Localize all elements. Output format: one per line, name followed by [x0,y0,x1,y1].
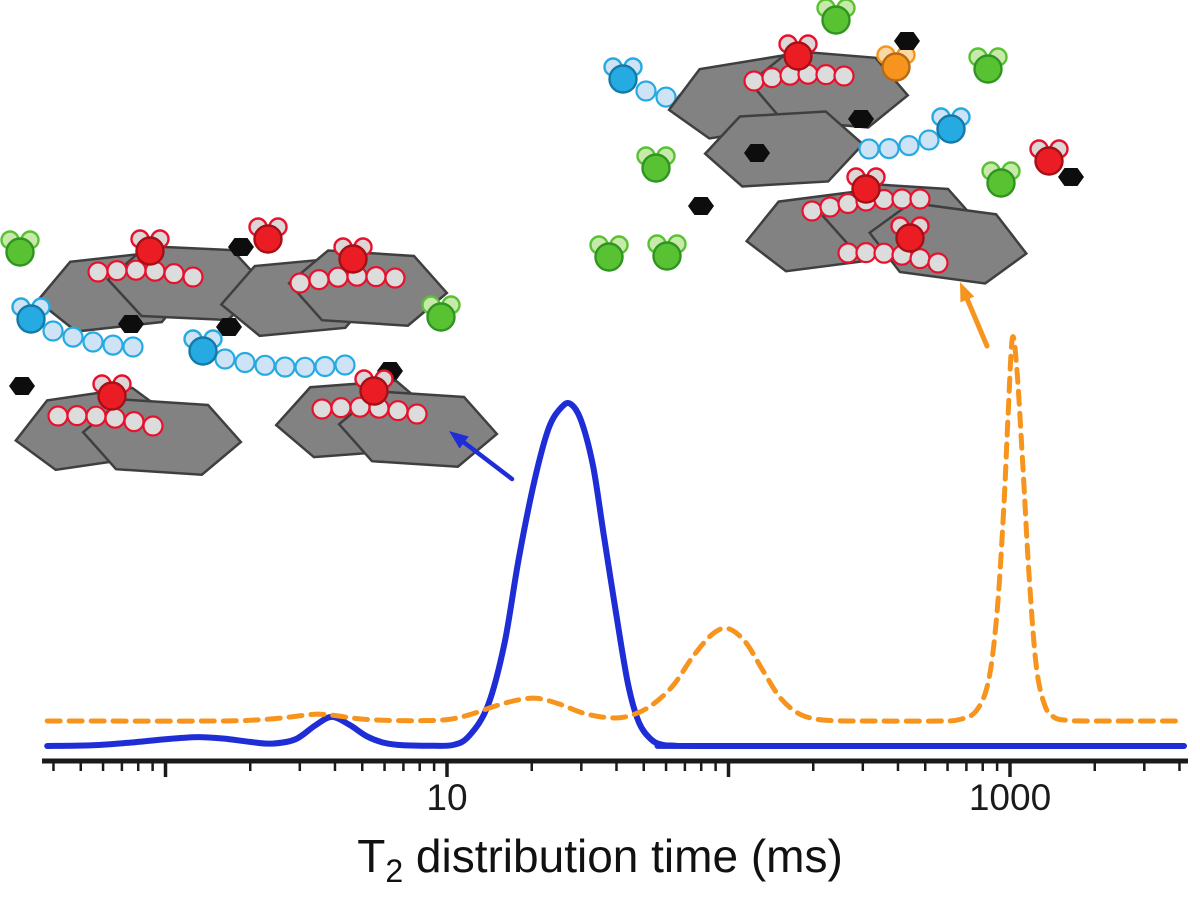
solid-curve [44,399,1187,750]
adsorbed-water-beads-icon [837,242,949,274]
t2-distribution-curves [44,334,1187,750]
black-hexagon-icon [848,110,874,128]
polymer-chain-icon [183,329,356,378]
clay-platelet-icon [287,249,449,327]
water-molecule-green-icon [968,47,1008,84]
water-molecule-cyan-icon [603,57,643,94]
orange-peak-arrow [960,282,990,349]
water-molecule-red-icon [890,216,930,253]
water-molecule-red-icon [1029,139,1069,176]
water-molecule-red-icon [333,237,373,274]
water-molecule-green-icon [981,161,1021,198]
adsorbed-water-beads-icon [743,63,855,92]
x-tick-label-10: 10 [426,777,467,818]
polymer-chain-icon [11,297,144,358]
x-axis [42,758,1188,777]
water-molecule-green-icon [636,146,676,183]
annotation-arrows [449,282,990,482]
black-hexagon-icon [688,197,714,215]
chain-beads-icon [214,348,356,378]
x-tick-label-1000: 1000 [969,777,1051,818]
blue-peak-arrow [449,431,515,482]
water-molecule-orange-icon [876,45,916,82]
black-hexagon-icon [216,318,242,336]
water-molecule-cyan-icon [183,329,223,366]
water-molecule-green-icon [0,230,40,267]
suspension-illustrations [0,0,1084,476]
water-molecule-red-icon [92,374,132,411]
polymer-chain-icon [858,107,971,160]
x-axis-labels: 10 1000 T2 distribution time (ms) [357,777,1051,889]
chain-beads-icon [858,129,940,160]
dilute-suspension-right [589,0,1084,285]
water-molecule-red-icon [778,34,818,71]
adsorbed-water-beads-icon [289,265,406,294]
concentrated-suspension-left [0,217,499,476]
adsorbed-water-beads-icon [311,396,428,425]
dashed-curve [44,334,1187,724]
water-molecule-green-icon [589,235,629,272]
black-hexagon-icon [744,144,770,162]
water-molecule-red-icon [248,217,288,254]
water-molecule-cyan-icon [931,107,971,144]
water-molecule-green-icon [816,0,856,35]
black-hexagon-icon [894,32,920,50]
water-molecule-green-icon [647,234,687,271]
black-hexagon-icon [1058,168,1084,186]
water-molecule-red-icon [130,229,170,266]
water-molecule-cyan-icon [11,297,51,334]
chain-beads-icon [42,320,144,358]
black-hexagon-icon [9,377,35,395]
x-axis-title: T2 distribution time (ms) [357,830,843,889]
water-molecule-red-icon [354,369,394,406]
water-molecule-green-icon [421,295,461,332]
adsorbed-water-beads-icon [87,259,204,288]
black-hexagon-icon [118,315,144,333]
water-molecule-red-icon [846,167,886,204]
black-hexagon-icon [228,238,254,256]
adsorbed-water-beads-icon [47,405,164,437]
